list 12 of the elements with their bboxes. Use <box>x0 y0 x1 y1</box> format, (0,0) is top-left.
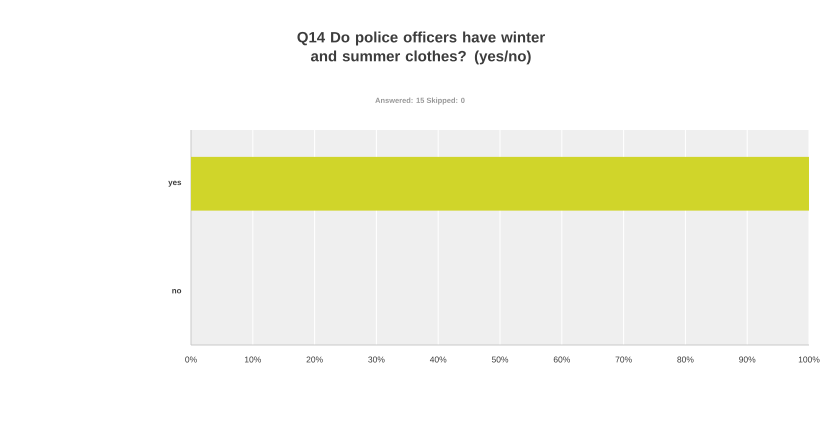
x-tick-label: 80% <box>677 356 694 363</box>
x-tick-label: 60% <box>554 356 570 363</box>
x-tick-label: 100% <box>798 356 820 363</box>
x-tick-label: 70% <box>616 356 632 363</box>
x-tick-label: 20% <box>306 356 323 363</box>
chart-title: Q14 Do police officers have winter and summer clothes? (yes/no) <box>297 32 545 64</box>
x-tick-label: 10% <box>244 356 261 363</box>
x-tick-label: 90% <box>739 356 756 363</box>
x-tick-label: 30% <box>368 356 385 363</box>
x-tick-label: 40% <box>430 356 446 363</box>
x-tick-label: 50% <box>492 356 508 363</box>
x-tick-label: 0% <box>185 356 197 363</box>
